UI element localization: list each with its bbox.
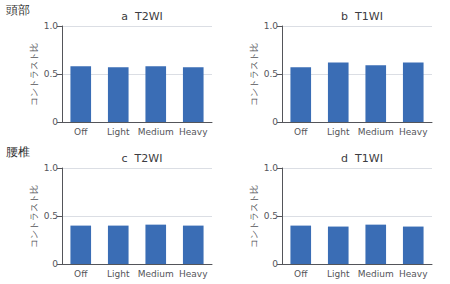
svg-text:b T1WI: b T1WI bbox=[341, 10, 383, 23]
svg-text:1.0: 1.0 bbox=[264, 21, 279, 31]
svg-text:c T2WI: c T2WI bbox=[122, 152, 163, 165]
svg-text:Off: Off bbox=[294, 127, 308, 137]
svg-text:腰椎: 腰椎 bbox=[6, 145, 30, 159]
svg-text:Off: Off bbox=[74, 127, 88, 137]
svg-text:コントラスト比: コントラスト比 bbox=[29, 185, 39, 248]
svg-text:0.5: 0.5 bbox=[264, 211, 278, 221]
svg-text:コントラスト比: コントラスト比 bbox=[29, 43, 39, 106]
svg-text:Light: Light bbox=[107, 269, 130, 279]
svg-text:Light: Light bbox=[327, 269, 350, 279]
svg-text:Heavy: Heavy bbox=[399, 127, 428, 137]
svg-text:コントラスト比: コントラスト比 bbox=[249, 185, 259, 248]
svg-text:0: 0 bbox=[52, 259, 58, 269]
svg-text:Medium: Medium bbox=[138, 127, 174, 137]
svg-text:Light: Light bbox=[327, 127, 350, 137]
svg-text:Heavy: Heavy bbox=[179, 269, 208, 279]
svg-text:1.0: 1.0 bbox=[44, 163, 59, 173]
svg-text:0.5: 0.5 bbox=[44, 69, 58, 79]
svg-text:0: 0 bbox=[52, 117, 58, 127]
svg-text:0.5: 0.5 bbox=[44, 211, 58, 221]
svg-text:a T2WI: a T2WI bbox=[121, 10, 163, 23]
svg-text:Heavy: Heavy bbox=[399, 269, 428, 279]
svg-text:Off: Off bbox=[294, 269, 308, 279]
svg-text:Light: Light bbox=[107, 127, 130, 137]
svg-text:Medium: Medium bbox=[138, 269, 174, 279]
svg-text:0: 0 bbox=[272, 259, 278, 269]
svg-text:Medium: Medium bbox=[358, 269, 394, 279]
svg-text:0: 0 bbox=[272, 117, 278, 127]
svg-text:頭部: 頭部 bbox=[6, 3, 30, 17]
svg-text:Medium: Medium bbox=[358, 127, 394, 137]
svg-text:1.0: 1.0 bbox=[44, 21, 59, 31]
svg-text:d T1WI: d T1WI bbox=[341, 152, 383, 165]
svg-text:コントラスト比: コントラスト比 bbox=[249, 43, 259, 106]
svg-text:Off: Off bbox=[74, 269, 88, 279]
svg-text:Heavy: Heavy bbox=[179, 127, 208, 137]
svg-text:1.0: 1.0 bbox=[264, 163, 279, 173]
svg-text:0.5: 0.5 bbox=[264, 69, 278, 79]
